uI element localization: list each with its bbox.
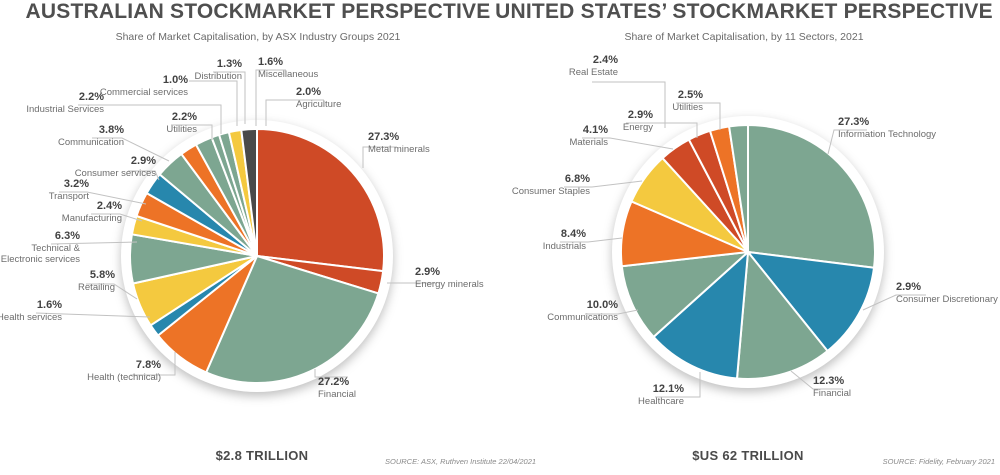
slice-healthcare xyxy=(652,251,749,380)
leader-healthcare xyxy=(655,372,701,398)
leader-health-services xyxy=(35,312,151,318)
leader-consumer-discretionary xyxy=(862,294,926,311)
leader-consumer-staples xyxy=(564,180,643,188)
leader-retailing xyxy=(86,283,138,300)
leader-industrial-services xyxy=(78,104,222,134)
leader-distribution xyxy=(213,71,246,124)
left-chart-subtitle: Share of Market Capitalisation, by ASX I… xyxy=(115,31,401,43)
slice-agriculture xyxy=(240,128,258,257)
left-chart-title: AUSTRALIAN STOCKMARKET PERSPECTIVE xyxy=(25,0,491,23)
leader-health-technical xyxy=(130,352,176,376)
slice-metal-minerals xyxy=(256,128,385,273)
slice-real-estate xyxy=(728,123,749,253)
leader-materials xyxy=(582,137,674,150)
left-chart-total: $2.8 TRILLION xyxy=(215,448,309,463)
leader-industrials xyxy=(560,237,623,243)
right-chart-total: $US 62 TRILLION xyxy=(692,448,804,463)
right-chart-subtitle: Share of Market Capitalisation, by 11 Se… xyxy=(624,31,864,43)
right-chart-source: SOURCE: Fidelity, February 2021 xyxy=(882,457,995,466)
leader-metal-minerals xyxy=(362,146,397,168)
slice-financial xyxy=(736,251,829,380)
leader-financial xyxy=(314,369,348,378)
leader-communication xyxy=(92,137,170,162)
leader-technical-electronic-services xyxy=(50,241,138,245)
leader-consumer-services xyxy=(128,170,160,181)
leader-information-technology xyxy=(827,129,867,155)
leader-communications xyxy=(585,309,639,315)
leader-energy xyxy=(626,122,698,138)
slice-communications xyxy=(620,251,749,338)
leader-real-estate xyxy=(592,81,666,128)
slice-consumer-discretionary xyxy=(747,251,875,352)
leader-utilities xyxy=(676,102,721,130)
leader-agriculture xyxy=(265,99,324,126)
leader-manufacturing xyxy=(91,213,143,222)
right-chart-title: UNITED STATES’ STOCKMARKET PERSPECTIVE xyxy=(495,0,993,23)
slice-information-technology xyxy=(747,124,876,269)
leader-miscellaneous xyxy=(255,69,286,126)
leader-financial xyxy=(790,370,843,390)
slice-financial xyxy=(205,255,380,384)
leader-transport xyxy=(59,191,147,205)
leader-commercial-services xyxy=(189,80,238,126)
left-chart-source: SOURCE: ASX, Ruthven Institute 22/04/202… xyxy=(385,457,537,466)
leader-utilities xyxy=(171,124,213,140)
